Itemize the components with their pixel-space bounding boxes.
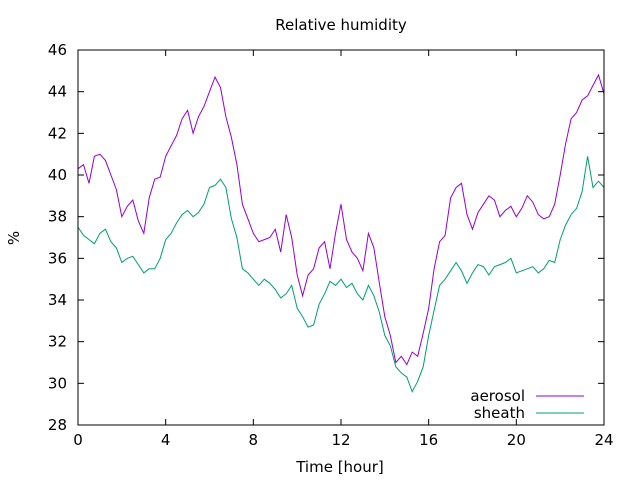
series-line-aerosol <box>77 73 605 366</box>
x-tick-label: 20 <box>507 431 526 449</box>
y-tick-label: 40 <box>48 166 67 184</box>
y-tick-label: 30 <box>48 374 67 392</box>
y-tick-label: 36 <box>48 249 67 267</box>
legend-label-aerosol: aerosol <box>470 387 525 405</box>
y-tick-label: 42 <box>48 124 67 142</box>
x-tick-label: 24 <box>594 431 613 449</box>
x-tick-label: 16 <box>419 431 438 449</box>
y-tick-label: 32 <box>48 333 67 351</box>
y-tick-label: 28 <box>48 416 67 434</box>
y-tick-label: 34 <box>48 291 67 309</box>
series-line-sheath <box>77 156 605 393</box>
y-tick-label: 38 <box>48 208 67 226</box>
series-layer <box>77 73 605 393</box>
chart-title: Relative humidity <box>275 16 407 34</box>
x-tick-label: 8 <box>249 431 259 449</box>
x-tick-label: 4 <box>161 431 171 449</box>
x-tick-label: 12 <box>331 431 350 449</box>
x-axis-label: Time [hour] <box>295 458 384 476</box>
y-axis-label: % <box>5 231 23 245</box>
y-tick-label: 46 <box>48 41 67 59</box>
tick-layer: 0 4 8 12 16 20 24 28 30 32 34 36 38 40 42 44 46 <box>48 41 614 449</box>
x-tick-label: 0 <box>73 431 83 449</box>
legend-label-sheath: sheath <box>474 404 525 422</box>
y-tick-label: 44 <box>48 83 67 101</box>
